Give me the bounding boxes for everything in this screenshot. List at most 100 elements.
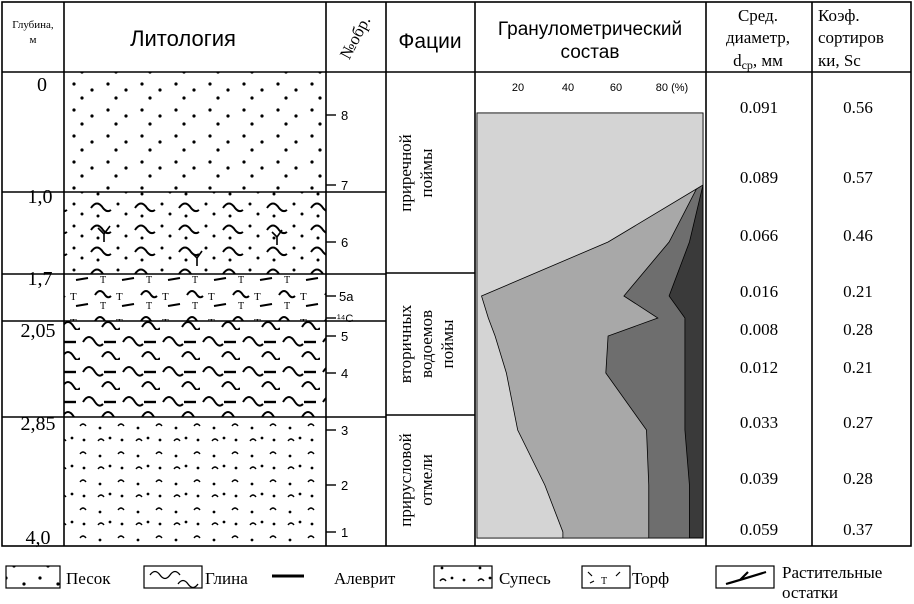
legend: Песок Глина Алеврит Супесь T Торф Растит…: [5, 563, 882, 602]
depth-label: 1,7: [28, 268, 53, 290]
sample-label: 3: [341, 423, 348, 438]
sample-label: 6: [341, 235, 348, 250]
facies-column: приречной поймы вторичных водоемов поймы…: [386, 134, 475, 527]
plant-remains-marks: [97, 225, 283, 266]
depth-label: 1,0: [28, 186, 53, 208]
legend-item-silt: Алеврит: [272, 569, 396, 588]
mean-diameter-header-d: d: [733, 51, 742, 70]
column-headers: Глубина, м Литология №обр. Фации Грануло…: [12, 6, 884, 72]
mean-diameter-header-line3: dср, мм: [733, 51, 783, 72]
sample-numbers: [326, 114, 336, 533]
sorting-value: 0.56: [843, 98, 873, 117]
mean-diameter-header-sub: ср: [742, 58, 753, 72]
lithology-clayey-sand-layer: [64, 192, 326, 274]
mean-diameter-header-unit: , мм: [753, 51, 783, 70]
sorting-value: 0.21: [843, 282, 873, 301]
legend-label: остатки: [782, 583, 838, 602]
depth-header-line2: м: [30, 34, 37, 46]
layer-boundaries: [2, 191, 386, 418]
granulometry-chart: 20 40 60 80 (%): [476, 82, 704, 539]
mean-diameter-value: 0.008: [740, 320, 778, 339]
depth-header-line1: Глубина,: [12, 19, 54, 31]
clay-swatch: [143, 565, 203, 589]
legend-item-peat: T Торф: [581, 565, 669, 589]
sorting-value: 0.21: [843, 358, 873, 377]
sorting-value: 0.28: [843, 320, 873, 339]
mean-diameter-header-line2: диаметр,: [726, 28, 790, 47]
facies-label: вторичных: [396, 304, 415, 383]
sample-labels: 8 7 6 5a ¹⁴C 5 4 3 2 1: [337, 108, 354, 540]
lithology-peat-layer: [64, 274, 326, 321]
mean-diameter-value: 0.089: [740, 168, 778, 187]
legend-label: Растительные: [782, 563, 882, 582]
svg-text:T: T: [601, 576, 607, 587]
legend-label: Супесь: [499, 569, 551, 588]
lithology-header: Литология: [130, 26, 236, 51]
x-tick-label: 80 (%): [656, 82, 688, 94]
granulometry-areas: [476, 112, 704, 539]
legend-item-plant-remains: Растительные остатки: [715, 563, 882, 602]
sample-label: 4: [341, 366, 348, 381]
sorting-value: 0.37: [843, 520, 873, 539]
granulometry-header-line2: состав: [561, 42, 620, 63]
x-tick-label: 60: [610, 82, 622, 94]
facies-header: Фации: [398, 30, 461, 53]
sorting-values: 0.56 0.57 0.46 0.21 0.28 0.21 0.27 0.28 …: [843, 98, 873, 539]
x-tick-label: 20: [512, 82, 524, 94]
legend-label: Алеврит: [334, 569, 396, 588]
legend-item-clay: Глина: [143, 565, 248, 589]
sample-label: 1: [341, 525, 348, 540]
sand-swatch: [5, 565, 61, 589]
x-tick-label: 40: [562, 82, 574, 94]
legend-label: Песок: [66, 569, 111, 588]
granulometry-series-area-1: [476, 112, 704, 539]
sandy-loam-swatch: [433, 565, 493, 589]
sorting-value: 0.27: [843, 413, 873, 432]
sorting-value: 0.28: [843, 469, 873, 488]
facies-label: отмели: [417, 454, 436, 506]
depth-labels: 0 1,0 1,7 2,05 2,85 4,0: [21, 74, 56, 549]
legend-item-sandy-loam: Супесь: [433, 565, 551, 589]
depth-label: 4,0: [26, 527, 51, 549]
depth-label: 0: [37, 74, 47, 96]
sample-label: 5: [341, 329, 348, 344]
facies-label: прирусловой: [396, 433, 415, 527]
sorting-header-line1: Коэф.: [818, 6, 860, 25]
lithology-sandy-loam-layer: [64, 417, 326, 546]
sample-label: ¹⁴C: [337, 313, 353, 325]
mean-diameter-value: 0.033: [740, 413, 778, 432]
depth-label: 2,05: [21, 320, 56, 342]
sorting-value: 0.46: [843, 226, 873, 245]
facies-label: поймы: [417, 148, 436, 197]
mean-diameter-value: 0.066: [740, 226, 778, 245]
plant-remains-swatch: [715, 565, 775, 589]
sorting-header-line3: ки, Sc: [818, 51, 861, 70]
peat-swatch: [581, 565, 631, 589]
lithology-clay-silt-layer: [64, 321, 326, 417]
sample-label: 7: [341, 178, 348, 193]
mean-diameter-value: 0.091: [740, 98, 778, 117]
sample-label: 2: [341, 478, 348, 493]
mean-diameter-values: 0.091 0.089 0.066 0.016 0.008 0.012 0.03…: [740, 98, 778, 539]
legend-label: Глина: [205, 569, 248, 588]
depth-label: 2,85: [21, 413, 56, 435]
sample-label: 5a: [339, 289, 354, 304]
granulometry-axis-ticks: 20 40 60 80 (%): [512, 82, 688, 94]
facies-label: поймы: [438, 319, 457, 368]
legend-label: Торф: [632, 569, 669, 588]
sorting-value: 0.57: [843, 168, 873, 187]
sample-label: 8: [341, 108, 348, 123]
facies-label: приречной: [396, 134, 415, 212]
mean-diameter-value: 0.016: [740, 282, 778, 301]
granulometry-header-line1: Гранулометрический: [498, 19, 682, 40]
sorting-header-line2: сортиров: [818, 28, 884, 47]
lithology-column: [2, 72, 386, 546]
sample-number-header: №обр.: [336, 13, 374, 63]
mean-diameter-value: 0.039: [740, 469, 778, 488]
mean-diameter-value: 0.012: [740, 358, 778, 377]
legend-item-sand: Песок: [5, 565, 111, 589]
facies-label: водоемов: [417, 310, 436, 378]
mean-diameter-header-line1: Сред.: [738, 6, 778, 25]
mean-diameter-value: 0.059: [740, 520, 778, 539]
